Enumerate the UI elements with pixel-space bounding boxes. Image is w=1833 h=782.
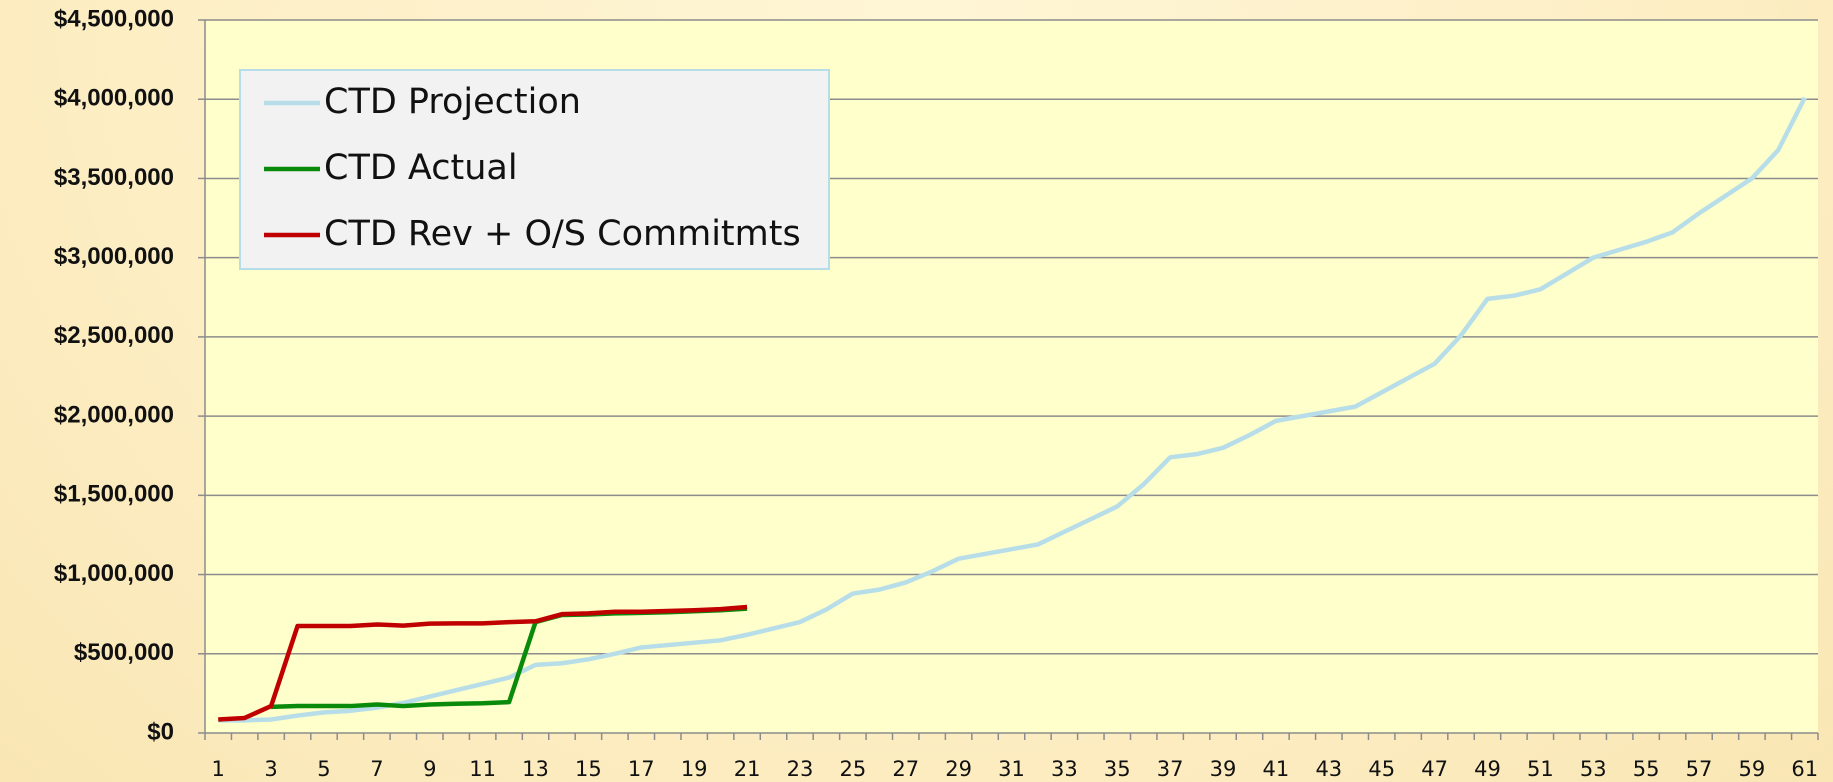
x-tick-label: 39: [1210, 757, 1237, 781]
x-tick-label: 11: [469, 757, 496, 781]
legend-box: [239, 69, 830, 270]
y-tick-label: $2,000,000: [54, 401, 174, 428]
x-tick-label: 19: [681, 757, 708, 781]
x-tick-label: 3: [264, 757, 277, 781]
y-tick-label: $2,500,000: [54, 322, 174, 349]
x-tick-label: 31: [998, 757, 1025, 781]
x-tick-label: 45: [1368, 757, 1395, 781]
y-tick-label: $4,000,000: [54, 85, 174, 112]
x-tick-label: 1: [212, 757, 225, 781]
x-tick-label: 21: [734, 757, 761, 781]
x-tick-label: 25: [839, 757, 866, 781]
x-tick-label: 51: [1527, 757, 1554, 781]
x-tick-label: 7: [370, 757, 383, 781]
y-tick-label: $1,500,000: [54, 481, 174, 508]
x-tick-label: 47: [1421, 757, 1448, 781]
y-tick-label: $4,500,000: [54, 5, 174, 32]
y-tick-label: $500,000: [74, 639, 174, 666]
line-series: [218, 604, 748, 722]
legend-label: CTD Projection: [324, 82, 581, 122]
x-tick-label: 27: [892, 757, 919, 781]
y-tick-label: $3,500,000: [54, 164, 174, 191]
y-tick-label: $3,000,000: [54, 243, 174, 270]
x-tick-label: 59: [1739, 757, 1766, 781]
x-tick-label: 15: [575, 757, 602, 781]
x-tick-label: 41: [1263, 757, 1290, 781]
legend-label: CTD Rev + O/S Commitmts: [324, 214, 801, 254]
line-series: [218, 96, 1807, 723]
x-tick-label: 53: [1580, 757, 1607, 781]
x-tick-label: 49: [1474, 757, 1501, 781]
x-tick-label: 13: [522, 757, 549, 781]
x-tick-label: 57: [1686, 757, 1713, 781]
x-tick-label: 35: [1104, 757, 1131, 781]
x-tick-label: 17: [628, 757, 655, 781]
x-tick-label: 9: [423, 757, 436, 781]
x-tick-label: 37: [1157, 757, 1184, 781]
x-tick-label: 33: [1051, 757, 1078, 781]
x-tick-label: 5: [317, 757, 330, 781]
x-tick-label: 23: [787, 757, 814, 781]
x-tick-label: 55: [1633, 757, 1660, 781]
x-tick-label: 61: [1791, 757, 1818, 781]
x-tick-label: 43: [1315, 757, 1342, 781]
y-tick-label: $1,000,000: [54, 560, 174, 587]
x-tick-label: 29: [945, 757, 972, 781]
y-tick-label: $0: [147, 718, 174, 745]
legend-label: CTD Actual: [324, 148, 518, 188]
